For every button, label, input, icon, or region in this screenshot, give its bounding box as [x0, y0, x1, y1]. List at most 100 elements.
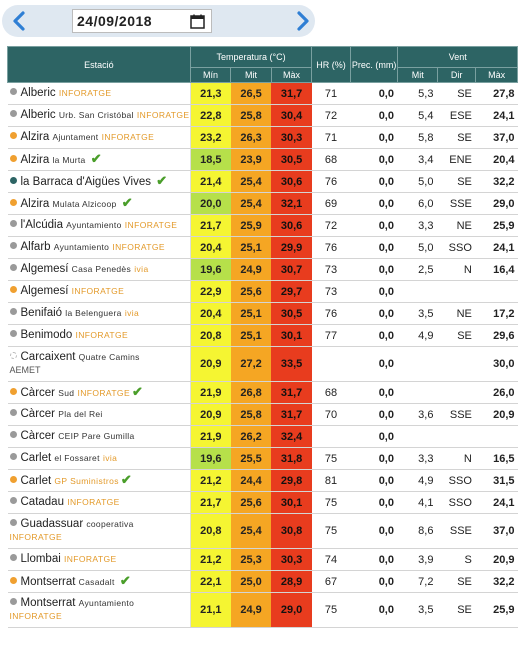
- station-cell[interactable]: Càrcer Pla del Rei: [7, 403, 191, 426]
- next-day-button[interactable]: [292, 9, 314, 33]
- table-row[interactable]: Alberic INFORATGE 21,3 26,5 31,7 71 0,0 5,3 SE 2…: [7, 82, 518, 105]
- table-row[interactable]: Alfarb Ayuntamiento INFORATGE 20,4 25,1 29,…: [7, 236, 518, 259]
- header-wind[interactable]: Vent: [397, 46, 518, 68]
- station-name[interactable]: Alzira: [20, 154, 50, 166]
- wind-avg-cell: 5,4: [397, 104, 438, 127]
- station-name[interactable]: Benimodo: [20, 329, 73, 341]
- wind-max-cell: 20,4: [475, 148, 518, 171]
- table-row[interactable]: Llombai INFORATGE 21,2 25,3 30,3 74 0,0 3,9 S 20…: [7, 548, 518, 571]
- status-dot-icon: [9, 431, 17, 438]
- station-cell[interactable]: Catadau INFORATGE: [7, 491, 191, 514]
- table-row[interactable]: Alzira Mulata Alzicoop ✔ 20,0 25,4 32,1 69 0,…: [7, 192, 518, 215]
- station-name[interactable]: Carcaixent: [20, 351, 76, 363]
- header-temp-min[interactable]: Mín: [189, 67, 232, 83]
- table-row[interactable]: Carlet el Fossaret ivia 19,6 25,5 31,8 75 0,0…: [7, 447, 518, 470]
- calendar-icon[interactable]: [188, 12, 206, 30]
- table-row[interactable]: Alberic Urb. San Cristóbal INFORATGE 22,8…: [7, 104, 518, 127]
- station-name[interactable]: Benifaió: [20, 307, 63, 319]
- station-cell[interactable]: Benifaió la Belenguera ivia: [7, 302, 191, 325]
- table-row[interactable]: Montserrat Casadalt ✔ 22,1 25,0 28,9 67 0,0 7,…: [7, 570, 518, 593]
- station-cell[interactable]: Guadassuar cooperativa INFORATGE: [7, 513, 191, 549]
- wind-max-cell: 25,9: [475, 214, 518, 237]
- station-cell[interactable]: Alberic INFORATGE: [7, 82, 191, 105]
- table-row[interactable]: Càrcer Sud INFORATGE ✔ 21,9 26,8 31,7 68 0,0 26…: [7, 381, 518, 404]
- table-row[interactable]: Alzira Ajuntament INFORATGE 23,2 26,3 30,3 7…: [7, 126, 518, 149]
- table-row[interactable]: la Barraca d'Aigües Vives ✔ 21,4 25,4 30,6 7…: [7, 170, 518, 193]
- temp-max-cell: 30,5: [271, 148, 312, 171]
- station-name[interactable]: Càrcer: [20, 408, 56, 420]
- station-cell[interactable]: Carcaixent Quatre Camins AEMET: [7, 346, 191, 382]
- station-name[interactable]: l'Alcúdia: [20, 219, 63, 231]
- station-cell[interactable]: Alzira Ajuntament INFORATGE: [7, 126, 191, 149]
- table-row[interactable]: Algemesí INFORATGE 22,9 25,6 29,7 73 0,0: [7, 280, 518, 303]
- station-name[interactable]: Carlet: [20, 452, 52, 464]
- station-cell[interactable]: l'Alcúdia Ayuntamiento INFORATGE: [7, 214, 191, 237]
- station-cell[interactable]: Alzira la Murta ✔: [7, 148, 191, 171]
- station-name[interactable]: Algemesí: [20, 263, 69, 275]
- station-name[interactable]: Carlet: [20, 475, 52, 487]
- station-name[interactable]: Montserrat: [20, 576, 76, 588]
- date-input[interactable]: 24/09/2018: [72, 9, 212, 33]
- station-cell[interactable]: Carlet el Fossaret ivia: [7, 447, 191, 470]
- station-name[interactable]: la Barraca d'Aigües Vives: [20, 176, 151, 188]
- station-cell[interactable]: Algemesí Casa Penedès ivia: [7, 258, 191, 281]
- station-cell[interactable]: Montserrat Ayuntamiento INFORATGE: [7, 592, 191, 628]
- table-row[interactable]: Carlet GP Suministros ✔ 21,2 24,4 29,8 81 0,0 4…: [7, 469, 518, 492]
- wind-dir-cell: SE: [437, 570, 476, 593]
- header-wind-dir[interactable]: Dir: [436, 67, 477, 83]
- station-name[interactable]: Montserrat: [20, 597, 76, 609]
- station-cell[interactable]: Carlet GP Suministros ✔: [7, 469, 191, 492]
- header-station[interactable]: Estació: [7, 46, 191, 83]
- station-name[interactable]: Alberic: [20, 87, 56, 99]
- station-cell[interactable]: Alzira Mulata Alzicoop ✔: [7, 192, 191, 215]
- station-name[interactable]: Catadau: [20, 496, 64, 508]
- header-humidity[interactable]: HR (%): [311, 46, 351, 83]
- temp-avg-cell: 24,9: [230, 592, 272, 628]
- station-name[interactable]: Alzira: [20, 198, 50, 210]
- header-precipitation[interactable]: Prec. (mm): [349, 46, 399, 83]
- station-cell[interactable]: Alfarb Ayuntamiento INFORATGE: [7, 236, 191, 259]
- station-name[interactable]: Algemesí: [20, 285, 69, 297]
- header-wind-max[interactable]: Màx: [475, 67, 518, 83]
- table-row[interactable]: l'Alcúdia Ayuntamiento INFORATGE 21,7 25,9…: [7, 214, 518, 237]
- table-row[interactable]: Benifaió la Belenguera ivia 20,4 25,1 30,5 7…: [7, 302, 518, 325]
- temp-max-cell: 30,5: [271, 302, 312, 325]
- station-cell[interactable]: Càrcer CEIP Pare Gumilla: [7, 425, 191, 448]
- station-cell[interactable]: Llombai INFORATGE: [7, 548, 191, 571]
- station-cell[interactable]: Montserrat Casadalt ✔: [7, 570, 191, 593]
- header-temp-max[interactable]: Màx: [270, 67, 313, 83]
- table-row[interactable]: Montserrat Ayuntamiento INFORATGE 21,1 24,…: [7, 592, 518, 628]
- header-wind-avg[interactable]: Mit: [397, 67, 438, 83]
- humidity-cell: 72: [311, 104, 351, 127]
- table-row[interactable]: Algemesí Casa Penedès ivia 19,6 24,9 30,7 73…: [7, 258, 518, 281]
- station-name[interactable]: Llombai: [20, 553, 61, 565]
- station-cell[interactable]: Càrcer Sud INFORATGE ✔: [7, 381, 191, 404]
- table-row[interactable]: Benimodo INFORATGE 20,8 25,1 30,1 77 0,0 4,9 SE…: [7, 324, 518, 347]
- table-row[interactable]: Càrcer CEIP Pare Gumilla 21,9 26,2 32,4 0,0: [7, 425, 518, 448]
- station-cell[interactable]: Algemesí INFORATGE: [7, 280, 191, 303]
- temp-min-cell: 20,4: [189, 302, 231, 325]
- table-row[interactable]: Càrcer Pla del Rei 20,9 25,8 31,7 70 0,0 3,6 S…: [7, 403, 518, 426]
- table-row[interactable]: Catadau INFORATGE 21,7 25,6 30,1 75 0,0 4,1 SSO…: [7, 491, 518, 514]
- station-cell[interactable]: la Barraca d'Aigües Vives ✔: [7, 170, 191, 193]
- station-network-logo: INFORATGE: [101, 132, 155, 142]
- station-name[interactable]: Càrcer: [20, 430, 56, 442]
- station-name[interactable]: Guadassuar: [20, 518, 84, 530]
- precipitation-cell: 0,0: [350, 302, 398, 325]
- wind-max-cell: 27,8: [475, 82, 518, 105]
- table-row[interactable]: Alzira la Murta ✔ 18,5 23,9 30,5 68 0,0 3,4 ENE…: [7, 148, 518, 171]
- station-name[interactable]: Càrcer: [20, 387, 56, 399]
- station-name[interactable]: Alberic: [20, 109, 56, 121]
- temp-avg-cell: 25,8: [230, 104, 272, 127]
- station-name[interactable]: Alfarb: [20, 241, 51, 253]
- header-temp-avg[interactable]: Mit: [230, 67, 272, 83]
- table-row[interactable]: Guadassuar cooperativa INFORATGE 20,8 25,4…: [7, 513, 518, 549]
- table-row[interactable]: Carcaixent Quatre Camins AEMET 20,9 27,2 33…: [7, 346, 518, 382]
- station-cell[interactable]: Benimodo INFORATGE: [7, 324, 191, 347]
- header-temperature[interactable]: Temperatura (°C): [189, 46, 313, 68]
- checkmark-icon: ✔: [156, 173, 168, 188]
- station-name[interactable]: Alzira: [20, 131, 50, 143]
- previous-day-button[interactable]: [8, 9, 30, 33]
- precipitation-cell: 0,0: [350, 170, 398, 193]
- station-cell[interactable]: Alberic Urb. San Cristóbal INFORATGE: [7, 104, 191, 127]
